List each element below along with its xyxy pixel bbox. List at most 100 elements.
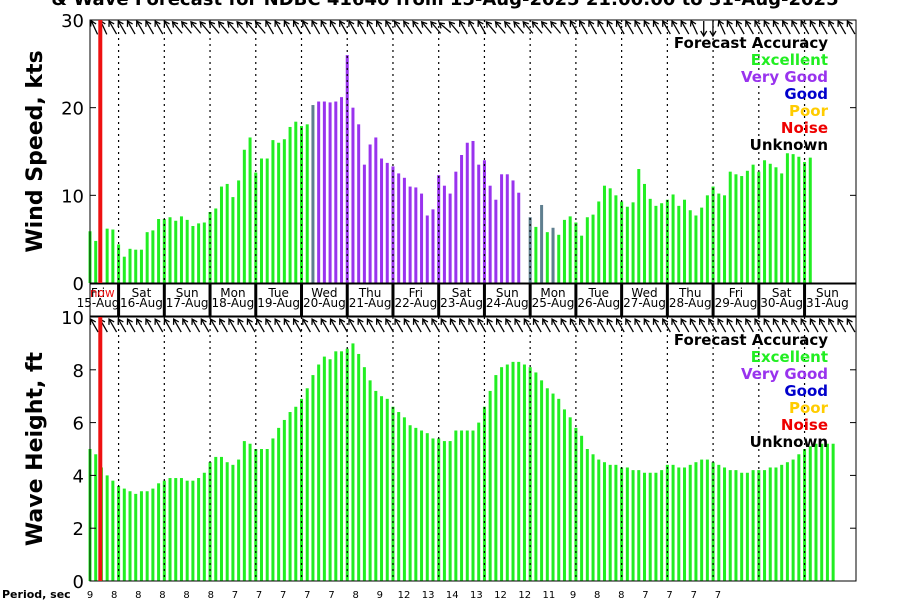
wind-bar (797, 156, 801, 283)
arrow-head (625, 317, 632, 325)
arrow-head (542, 317, 549, 325)
arrow-shaft (422, 319, 431, 333)
y-tick-label: 8 (73, 361, 84, 382)
wave-bar (288, 412, 292, 581)
wave-direction-arrow (126, 317, 136, 333)
wind-bar (351, 107, 355, 284)
wave-bar (785, 462, 789, 581)
wave-height-panel: 0 2 4 6 8 10 Wave Height, ft Forecast AccuracyE… (23, 308, 857, 593)
arrow-shaft (468, 21, 478, 35)
wind-bar (414, 187, 418, 283)
wave-bar (723, 467, 727, 581)
wind-bar (608, 188, 612, 283)
arrow-head (569, 317, 576, 325)
arrow-shaft (385, 319, 395, 333)
arrow-shaft (118, 21, 127, 35)
wave-bar (551, 393, 555, 581)
arrow-head (505, 317, 512, 325)
arrow-shaft (164, 319, 173, 333)
wind-direction-arrow (791, 19, 801, 35)
wind-direction-arrow (329, 19, 339, 35)
arrow-head (237, 317, 244, 325)
wind-bar (671, 194, 675, 283)
period-value: 9 (377, 590, 383, 600)
y-axis-label: Wave Height, ft (23, 351, 48, 546)
period-value: 11 (542, 590, 555, 600)
arrow-head (615, 19, 623, 27)
arrow-head (357, 19, 364, 27)
wind-bar (442, 185, 446, 283)
wave-bar (282, 419, 286, 581)
wave-direction-arrow (403, 317, 413, 333)
arrow-head (265, 19, 272, 27)
wave-bar (94, 454, 98, 581)
arrow-shaft (376, 319, 385, 333)
wave-bar (585, 449, 589, 581)
wave-direction-arrow (735, 317, 745, 333)
day-name: Sat (132, 286, 152, 300)
wind-direction-arrow (366, 19, 376, 35)
wind-direction-arrow (420, 20, 432, 34)
arrow-shaft (819, 21, 828, 35)
arrow-head (459, 19, 466, 27)
wind-direction-arrow (385, 19, 395, 35)
arrow-head (828, 317, 835, 325)
wind-bar (271, 140, 275, 283)
wind-bar (254, 172, 258, 283)
arrow-shaft (228, 22, 239, 34)
wind-bar (637, 169, 641, 283)
wind-bar (705, 195, 709, 283)
arrow-shaft (570, 21, 579, 35)
arrow-head (531, 20, 539, 28)
wave-direction-arrow (643, 317, 653, 333)
wind-direction-arrow (522, 20, 534, 34)
arrow-head (339, 19, 346, 27)
arrow-shaft (450, 319, 459, 333)
wind-bar (340, 97, 344, 283)
wave-bar (105, 475, 109, 581)
wind-direction-arrow (348, 19, 358, 35)
day-band-divider (665, 284, 669, 316)
wave-bar (317, 364, 321, 581)
arrow-shaft (533, 319, 542, 333)
arrow-head (357, 317, 364, 325)
arrow-head (709, 30, 717, 38)
arrow-head (199, 20, 206, 28)
arrow-head (108, 317, 115, 325)
wind-direction-arrow (763, 19, 773, 35)
arrow-head (208, 20, 216, 28)
arrow-head (485, 20, 493, 28)
arrow-head (163, 317, 170, 325)
arrow-head (689, 19, 697, 27)
wave-bar (311, 375, 315, 581)
wave-bar (511, 361, 515, 581)
day-name: Fri (91, 286, 105, 300)
period-value: 9 (570, 590, 576, 600)
wave-direction-arrow (117, 317, 127, 333)
wind-bar (174, 220, 178, 283)
day-date: 22-Aug (394, 296, 437, 310)
wave-direction-arrow (625, 317, 634, 333)
wind-direction-arrow (569, 19, 579, 35)
plot-frame (89, 316, 857, 582)
wind-direction-arrow (800, 19, 810, 35)
arrow-shaft (256, 319, 265, 333)
wind-bar (602, 185, 606, 283)
arrow-head (634, 19, 641, 27)
day-name: Sat (452, 286, 472, 300)
wave-bar (751, 470, 755, 581)
arrow-shaft (782, 319, 791, 333)
wave-bar (745, 472, 749, 581)
arrow-shaft (727, 319, 736, 333)
wind-direction-arrow (190, 20, 202, 34)
arrow-head (717, 317, 724, 325)
wind-bar (568, 216, 572, 283)
arrow-shaft (551, 22, 562, 34)
arrow-head (846, 19, 853, 27)
wave-bar (671, 464, 675, 581)
wave-bar (660, 470, 664, 581)
wind-bar (242, 149, 246, 283)
wave-direction-arrow (440, 317, 450, 333)
wind-bar (111, 229, 115, 283)
day-date: 16-Aug (120, 296, 163, 310)
